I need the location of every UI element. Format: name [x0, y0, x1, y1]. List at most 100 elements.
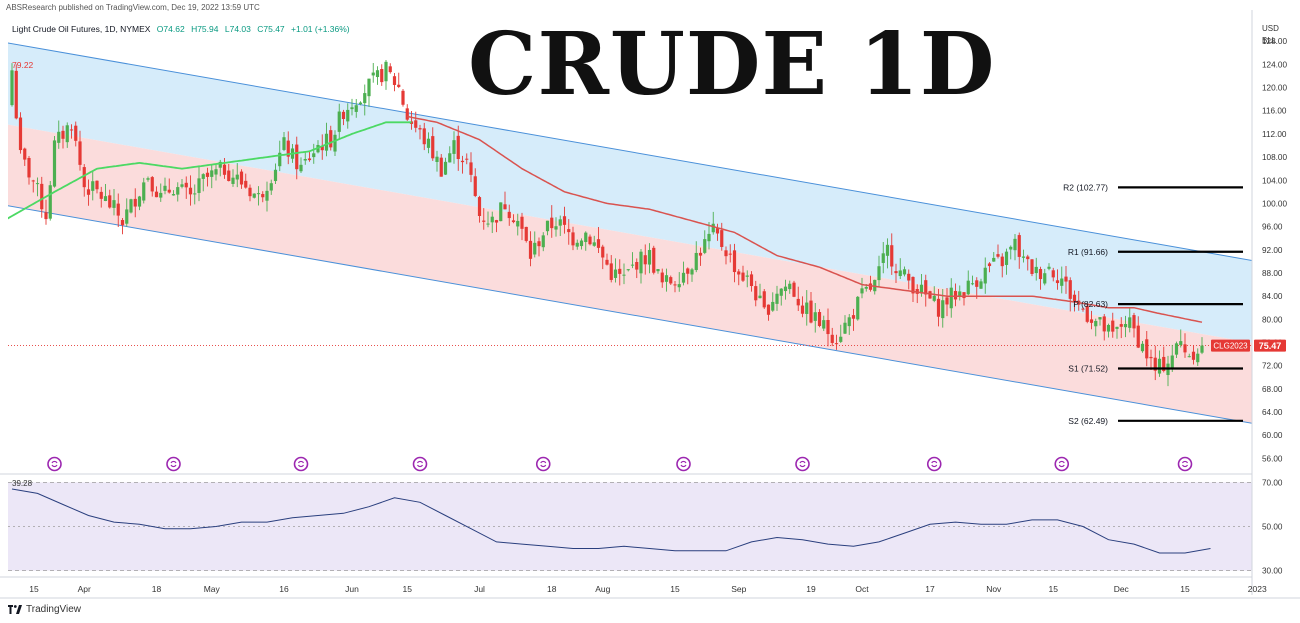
candle-body: [775, 293, 779, 304]
candle-body: [1068, 280, 1072, 299]
candle-body: [142, 182, 146, 201]
candle-body: [558, 219, 562, 226]
candle-body: [244, 180, 248, 188]
candle-body: [95, 180, 99, 190]
candle-body: [1162, 356, 1166, 371]
candle-body: [1200, 345, 1204, 353]
candle-body: [99, 191, 103, 199]
pivot-label-r2: R2 (102.77): [1063, 182, 1108, 192]
event-marker-icon[interactable]: [676, 456, 691, 472]
candle-body: [970, 283, 975, 285]
candle-body: [1111, 320, 1115, 332]
candle-body: [74, 125, 78, 141]
candle-body: [898, 270, 902, 277]
candle-body: [792, 282, 796, 297]
price-tick-label: 68.00: [1262, 385, 1283, 394]
time-tick-label: Sep: [731, 584, 746, 594]
candle-body: [647, 249, 652, 265]
candle-body: [966, 280, 970, 295]
candle-body: [805, 302, 809, 314]
candle-body: [698, 252, 703, 256]
candle-body: [511, 220, 516, 223]
candle-body: [975, 280, 979, 287]
candle-body: [592, 242, 596, 246]
candle-body: [350, 107, 354, 110]
candle-body: [333, 134, 337, 152]
candle-body: [116, 203, 120, 216]
candle-body: [303, 158, 307, 161]
candle-body: [907, 273, 911, 281]
candle-body: [125, 209, 129, 224]
event-marker-icon[interactable]: [1177, 456, 1193, 472]
event-marker-icon[interactable]: [795, 456, 810, 472]
candle-body: [822, 320, 826, 329]
candle-body: [1026, 256, 1030, 260]
candle-body: [1170, 355, 1174, 369]
candle-body: [354, 105, 358, 112]
candle-body: [537, 241, 541, 247]
candle-body: [1132, 315, 1136, 329]
candle-body: [817, 312, 822, 326]
candle-body: [363, 93, 367, 104]
candle-body: [435, 156, 439, 162]
candle-body: [146, 178, 150, 180]
candle-body: [902, 269, 907, 275]
candle-body: [367, 78, 371, 97]
candle-body: [728, 253, 732, 255]
candle-body: [1004, 251, 1009, 265]
published-line: ABSResearch published on TradingView.com…: [6, 3, 260, 12]
candle-body: [992, 257, 996, 262]
event-marker-icon[interactable]: [166, 456, 181, 472]
candle-body: [269, 183, 273, 191]
candle-body: [588, 236, 592, 245]
candle-body: [741, 272, 745, 281]
candle-body: [1085, 305, 1089, 322]
candle-body: [299, 164, 303, 172]
candle-body: [711, 223, 715, 233]
candle-body: [533, 242, 537, 255]
event-marker-icon[interactable]: [926, 456, 942, 472]
candle-body: [1060, 278, 1064, 286]
candle-body: [1153, 357, 1157, 371]
candle-body: [197, 178, 201, 193]
candle-body: [1021, 256, 1026, 258]
time-tick-label: Jul: [474, 584, 485, 594]
candle-body: [112, 200, 116, 208]
footer-brand[interactable]: TradingView: [8, 604, 81, 615]
event-marker-ring: [926, 456, 942, 472]
candle-body: [227, 170, 231, 182]
time-tick-label: 15: [1180, 584, 1190, 594]
candle-body: [465, 158, 469, 160]
candle-body: [715, 228, 720, 234]
candle-body: [596, 239, 601, 248]
candle-body: [448, 153, 452, 163]
candle-body: [129, 199, 133, 213]
event-marker-icon[interactable]: [412, 456, 428, 472]
candle-body: [605, 259, 609, 265]
candle-body: [341, 111, 346, 120]
candle-body: [567, 229, 571, 233]
last-price-badge-bg: [1254, 339, 1286, 352]
pivot-label-r1: R1 (91.66): [1068, 247, 1108, 257]
candle-body: [1098, 317, 1102, 320]
event-marker-icon[interactable]: [293, 456, 309, 472]
candle-body: [643, 255, 647, 265]
candle-body: [660, 272, 664, 283]
candle-body: [218, 161, 222, 168]
price-tick-label: 96.00: [1262, 223, 1283, 232]
candle-body: [1174, 343, 1179, 355]
rsi-tick-label: 30.00: [1262, 567, 1283, 576]
start-price-label: 79.22: [12, 60, 34, 70]
candle-body: [766, 304, 771, 315]
event-marker-icon[interactable]: [535, 456, 551, 472]
candle-body: [159, 192, 163, 198]
price-tick-label: 104.00: [1262, 176, 1287, 185]
candle-body: [622, 274, 626, 276]
event-marker-icon[interactable]: [47, 456, 62, 472]
time-tick-label: 2023: [1248, 584, 1267, 594]
sma-slow-line: [407, 115, 1203, 323]
event-marker-icon[interactable]: [1054, 456, 1070, 472]
candle-body: [1000, 256, 1004, 267]
candle-body: [575, 242, 579, 247]
